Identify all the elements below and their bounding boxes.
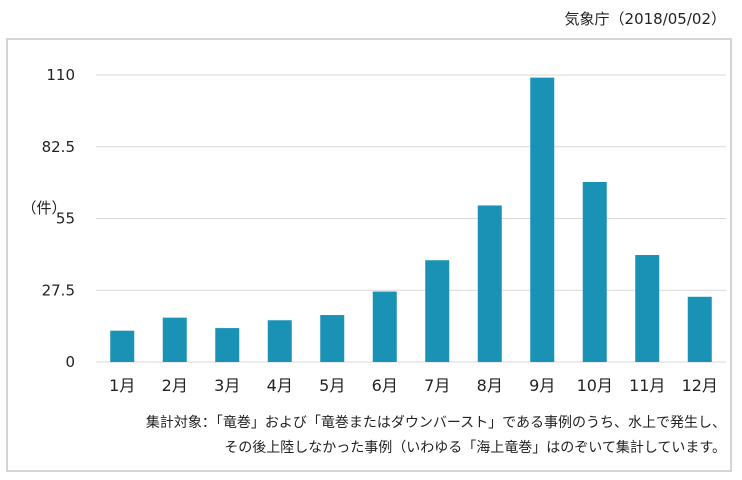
bar-5 — [320, 315, 345, 362]
bar-4 — [267, 320, 292, 362]
x-tick-label: 4月 — [267, 376, 293, 395]
x-tick-label: 8月 — [477, 376, 503, 395]
bar-1 — [110, 330, 135, 362]
x-tick-label: 6月 — [372, 376, 398, 395]
bar-12 — [687, 296, 712, 362]
x-tick-label: 3月 — [214, 376, 240, 395]
y-axis-ticks: 0 27.5 55 82.5 110 — [42, 66, 75, 371]
gridlines — [96, 74, 726, 363]
x-tick-label: 7月 — [424, 376, 450, 395]
x-tick-label: 11月 — [629, 376, 665, 395]
bar-8 — [477, 205, 502, 362]
bars — [110, 77, 712, 362]
source-label: 気象庁（2018/05/02） — [564, 10, 726, 28]
y-tick-label: 27.5 — [42, 281, 75, 299]
x-axis-ticks: 1月 2月 3月 4月 5月 6月 7月 8月 9月 10月 11月 12月 — [109, 376, 718, 395]
y-tick-label: 82.5 — [42, 138, 75, 156]
y-axis-label: （件） — [21, 199, 66, 217]
footnote: 集計対象：「竜巻」および「竜巻またはダウンバースト」である事例のうち、水上で発生… — [146, 411, 726, 461]
y-tick-label: 110 — [46, 66, 75, 84]
x-tick-label: 1月 — [109, 376, 135, 395]
bar-6 — [372, 291, 397, 362]
y-tick-label: 0 — [65, 353, 75, 371]
x-tick-label: 2月 — [162, 376, 188, 395]
x-tick-label: 12月 — [682, 376, 718, 395]
bar-11 — [635, 255, 660, 362]
footnote-line-2: その後上陸しなかった事例（いわゆる「海上竜巻」はのぞいて集計しています。 — [224, 440, 726, 456]
chart-frame — [6, 38, 732, 472]
bar-2 — [162, 317, 187, 362]
bar-9 — [530, 77, 555, 362]
bar-3 — [215, 328, 240, 362]
bar-7 — [425, 260, 450, 362]
x-tick-label: 5月 — [319, 376, 345, 395]
x-tick-label: 10月 — [577, 376, 613, 395]
footnote-line-1: 集計対象：「竜巻」および「竜巻またはダウンバースト」である事例のうち、水上で発生… — [145, 415, 726, 431]
x-tick-label: 9月 — [529, 376, 555, 395]
y-tick-label: 55 — [56, 210, 75, 228]
bar-10 — [582, 181, 607, 362]
